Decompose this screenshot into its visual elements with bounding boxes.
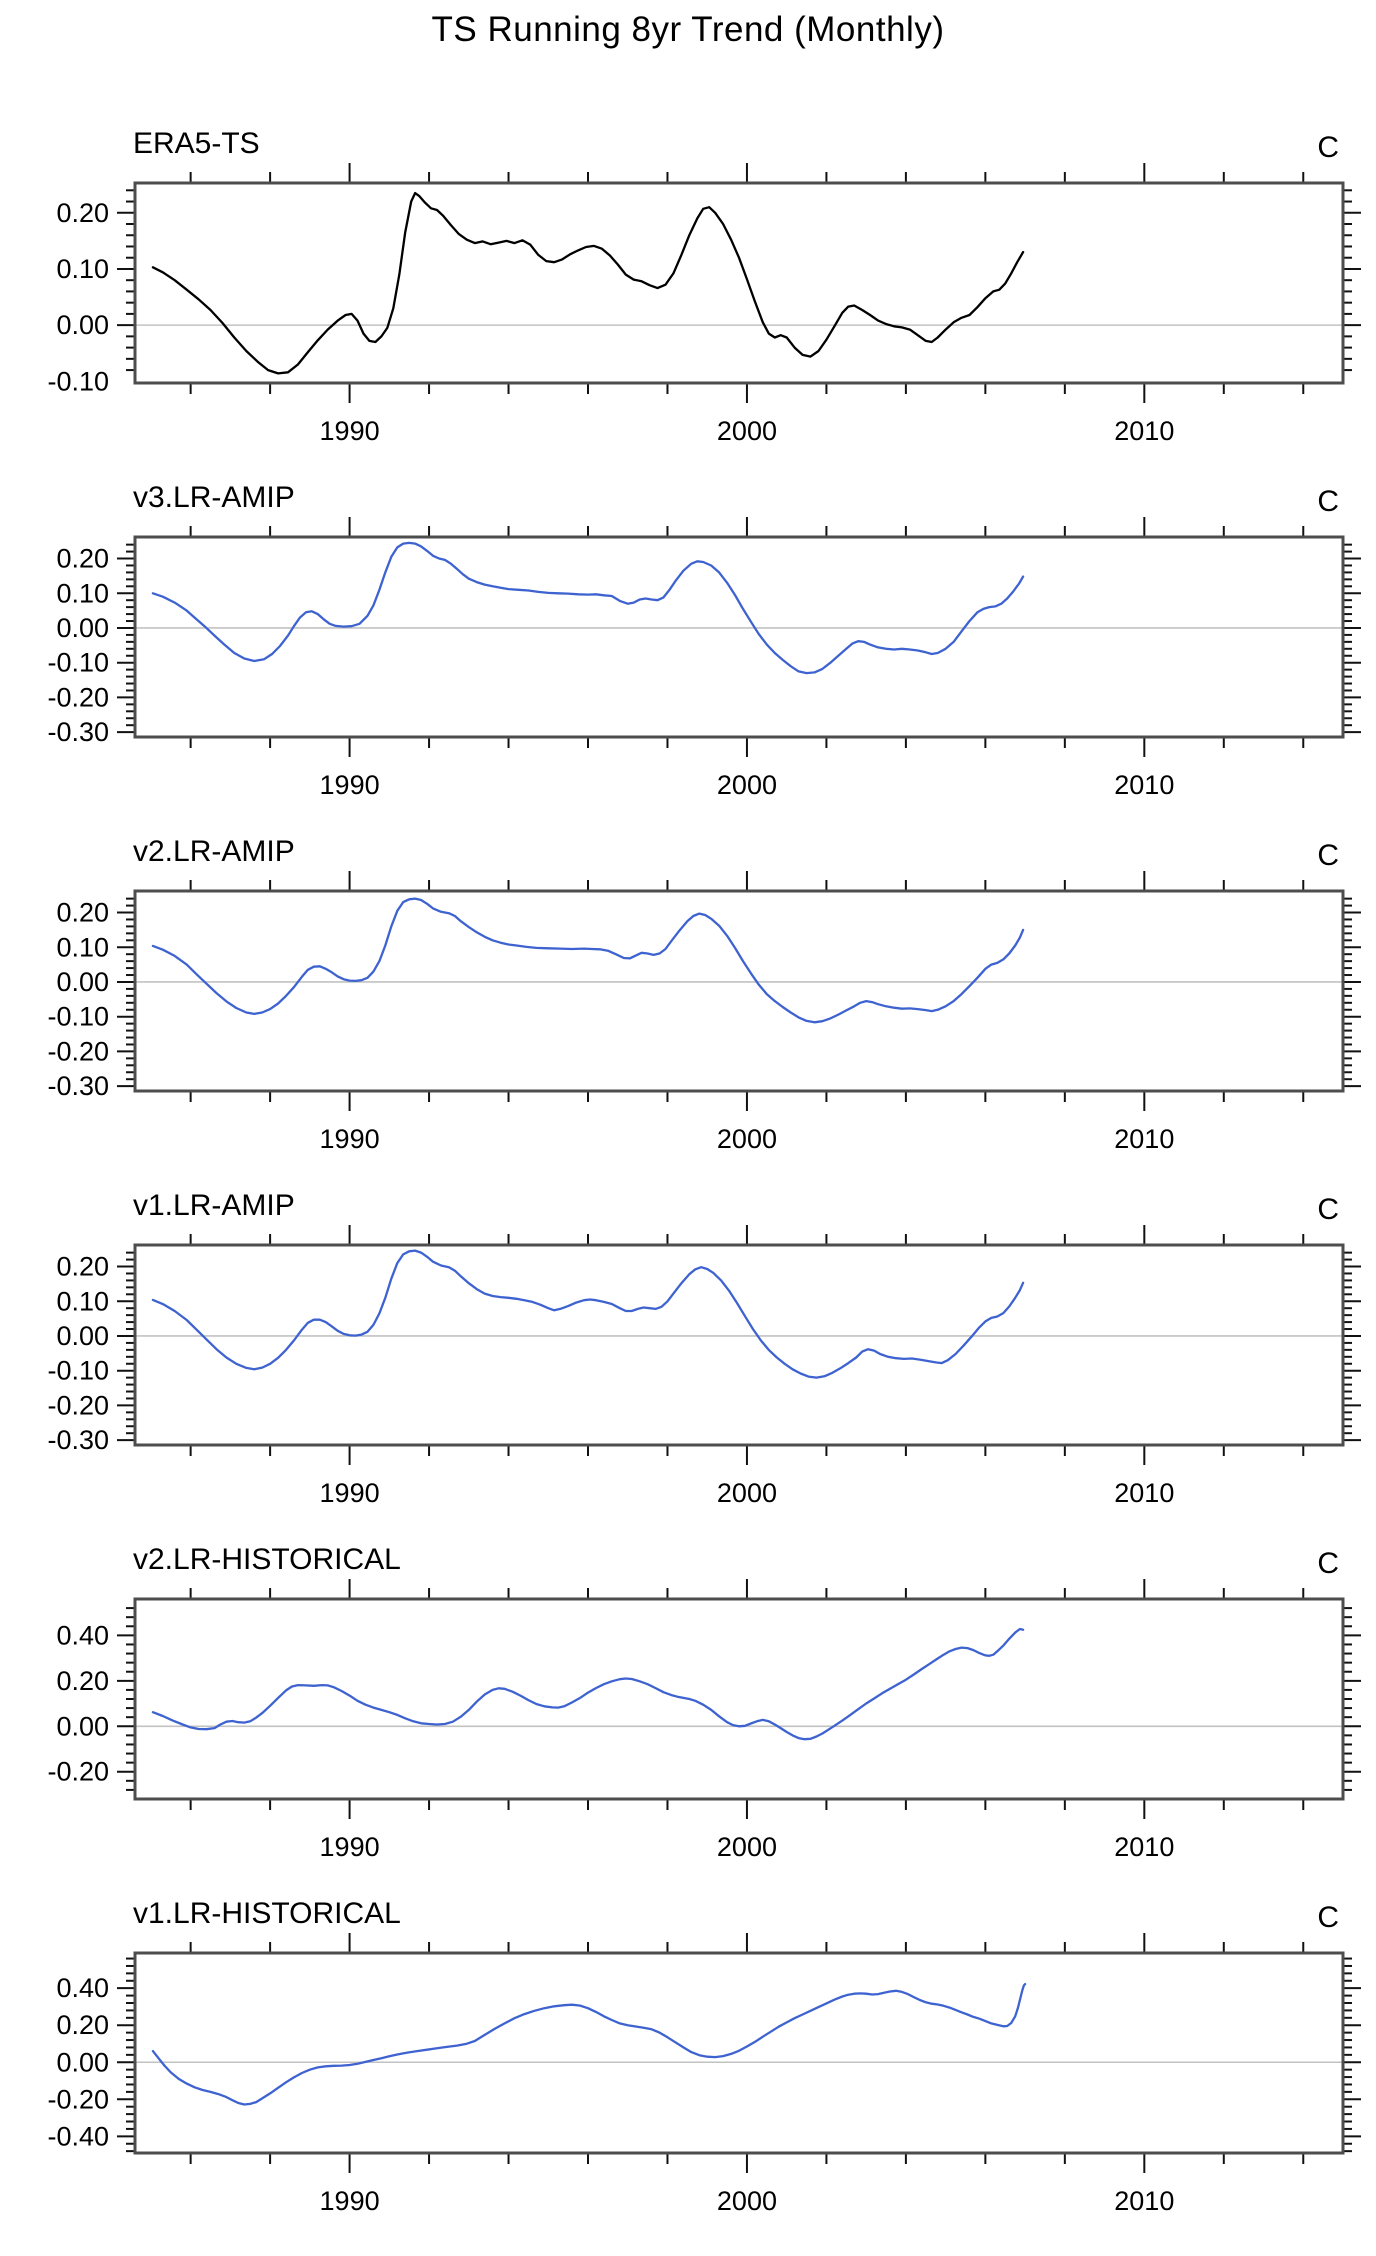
y-tick-label: 0.20: [56, 898, 109, 928]
x-tick-label: 1990: [320, 416, 380, 446]
x-tick-label: 2000: [717, 1478, 777, 1508]
x-tick-label: 2010: [1114, 770, 1174, 800]
plot-frame: [133, 1243, 1345, 1447]
y-tick-label: -0.20: [47, 2084, 109, 2114]
unit-label: C: [1317, 485, 1339, 518]
x-ticks: [189, 163, 1305, 403]
y-ticks: [117, 189, 1361, 372]
x-ticks: [189, 517, 1305, 757]
y-tick-label: 0.20: [56, 1666, 109, 1696]
y-tick-label: 0.40: [56, 1620, 109, 1650]
y-tick-label: -0.20: [47, 682, 109, 712]
panel-v2.LR-AMIP: v2.LR-AMIP C 1990 2000 2010 0.20 0.10 0.00 -0.10…: [47, 835, 1361, 1154]
panel-title: v3.LR-AMIP: [133, 481, 295, 514]
plot-frame: [133, 181, 1345, 385]
plot-frame: [133, 535, 1345, 739]
figure-title: TS Running 8yr Trend (Monthly): [431, 10, 945, 49]
unit-label: C: [1317, 1193, 1339, 1226]
y-tick-label: -0.10: [47, 366, 109, 396]
plot-frame: [133, 1597, 1345, 1801]
y-tick-label: 0.20: [56, 2010, 109, 2040]
x-tick-label: 2000: [717, 2186, 777, 2216]
y-ticks: [117, 1251, 1361, 1442]
x-tick-label: 2010: [1114, 1478, 1174, 1508]
y-tick-label: 0.00: [56, 613, 109, 643]
y-ticks: [117, 897, 1361, 1088]
y-tick-label: -0.10: [47, 1002, 109, 1032]
y-tick-label: 0.20: [56, 544, 109, 574]
y-tick-label: 0.10: [56, 1286, 109, 1316]
panel-v3.LR-AMIP: v3.LR-AMIP C 1990 2000 2010 0.20 0.10 0.00 -0.10…: [47, 481, 1361, 800]
x-tick-label: 2010: [1114, 1832, 1174, 1862]
x-tick-label: 1990: [320, 1832, 380, 1862]
unit-label: C: [1317, 131, 1339, 164]
y-tick-label: -0.10: [47, 648, 109, 678]
panel-title: v2.LR-HISTORICAL: [133, 1543, 401, 1576]
x-tick-label: 2000: [717, 1124, 777, 1154]
y-ticks: [117, 543, 1361, 734]
trend-line: [151, 541, 1025, 675]
y-tick-label: 0.00: [56, 1711, 109, 1741]
y-tick-label: 0.00: [56, 967, 109, 997]
x-tick-label: 1990: [320, 2186, 380, 2216]
y-ticks: [117, 1957, 1361, 2153]
x-tick-label: 2010: [1114, 2186, 1174, 2216]
unit-label: C: [1317, 1547, 1339, 1580]
unit-label: C: [1317, 839, 1339, 872]
plot-frame: [133, 1951, 1345, 2155]
trend-line: [151, 1249, 1025, 1379]
trend-line: [151, 191, 1025, 375]
y-tick-label: 0.20: [56, 1252, 109, 1282]
panel-title: v1.LR-AMIP: [133, 1189, 295, 1222]
y-tick-label: 0.40: [56, 1973, 109, 2003]
y-tick-label: -0.30: [47, 717, 109, 747]
y-tick-label: 0.20: [56, 198, 109, 228]
y-tick-label: -0.30: [47, 1071, 109, 1101]
x-tick-label: 2000: [717, 1832, 777, 1862]
panel-v1.LR-AMIP: v1.LR-AMIP C 1990 2000 2010 0.20 0.10 0.00 -0.10…: [47, 1189, 1361, 1508]
y-tick-label: 0.00: [56, 1321, 109, 1351]
x-ticks: [189, 1933, 1305, 2173]
y-tick-label: -0.30: [47, 1425, 109, 1455]
panel-v1.LR-HISTORICAL: v1.LR-HISTORICAL C 1990 2000 2010 0.40 0.20 0.0…: [47, 1897, 1361, 2216]
panel-title: v1.LR-HISTORICAL: [133, 1897, 401, 1930]
y-tick-label: 0.00: [56, 310, 109, 340]
y-ticks: [117, 1607, 1361, 1791]
x-ticks: [189, 1225, 1305, 1465]
y-tick-label: -0.10: [47, 1356, 109, 1386]
x-ticks: [189, 1579, 1305, 1819]
x-tick-label: 1990: [320, 1124, 380, 1154]
x-tick-label: 1990: [320, 1478, 380, 1508]
y-tick-label: 0.00: [56, 2047, 109, 2077]
unit-label: C: [1317, 1901, 1339, 1934]
y-tick-label: 0.10: [56, 254, 109, 284]
panel-v2.LR-HISTORICAL: v2.LR-HISTORICAL C 1990 2000 2010 0.40 0.20 0.0…: [47, 1543, 1361, 1862]
y-tick-label: -0.20: [47, 1390, 109, 1420]
y-tick-label: 0.10: [56, 578, 109, 608]
x-tick-label: 2000: [717, 770, 777, 800]
panel-title: v2.LR-AMIP: [133, 835, 295, 868]
trend-line: [151, 897, 1025, 1024]
x-tick-label: 2000: [717, 416, 777, 446]
trend-line: [151, 1627, 1025, 1741]
x-tick-label: 2010: [1114, 1124, 1174, 1154]
panel-ERA5-TS: ERA5-TS C 1990 2000 2010 0.20 0.10 0.00 -0.10: [47, 127, 1361, 446]
y-tick-label: -0.20: [47, 1036, 109, 1066]
y-tick-label: 0.10: [56, 932, 109, 962]
x-tick-label: 2010: [1114, 416, 1174, 446]
trend-line: [151, 1982, 1027, 2106]
y-tick-label: -0.20: [47, 1757, 109, 1787]
panel-title: ERA5-TS: [133, 127, 260, 160]
y-tick-label: -0.40: [47, 2121, 109, 2151]
plot-frame: [133, 889, 1345, 1093]
x-tick-label: 1990: [320, 770, 380, 800]
x-ticks: [189, 871, 1305, 1111]
